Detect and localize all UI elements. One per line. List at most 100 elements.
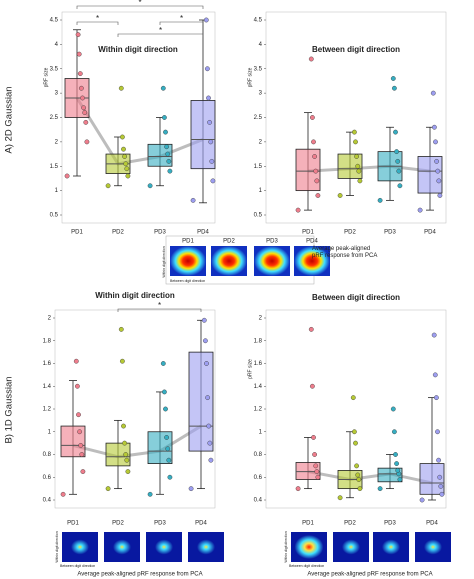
x-tick-label: PD1	[71, 230, 83, 236]
data-point	[118, 326, 124, 332]
data-point	[419, 497, 425, 503]
data-point	[311, 139, 316, 145]
data-point	[164, 435, 170, 440]
box	[188, 351, 214, 452]
data-point	[295, 207, 301, 213]
x-tick-label: PD2	[112, 230, 124, 236]
significance-label: *	[158, 301, 161, 310]
x-tick-label: PD3	[154, 230, 166, 236]
inset-b-right: Within digit direction Between digit dir…	[284, 531, 451, 578]
x-tick-label: PD4	[426, 521, 438, 527]
data-point	[436, 178, 442, 184]
y-tick-label: 3	[55, 91, 59, 97]
data-point	[208, 457, 214, 463]
data-point	[78, 442, 84, 448]
data-point	[207, 119, 213, 125]
data-point	[125, 469, 131, 474]
data-point	[397, 183, 403, 189]
median-trend	[307, 164, 431, 173]
inset-axis: Within digit direction	[55, 531, 59, 562]
data-point	[77, 71, 83, 77]
data-point	[315, 193, 321, 198]
y-tick-label: 2.5	[50, 115, 59, 121]
heatmap	[333, 532, 369, 562]
significance-bracket	[76, 21, 119, 25]
data-point	[351, 129, 357, 135]
data-point	[357, 178, 363, 184]
median-trend	[75, 97, 204, 166]
inset-label: PD4	[306, 239, 318, 245]
data-point	[125, 173, 131, 179]
x-tick-label: PD1	[302, 230, 314, 236]
data-point	[123, 161, 129, 167]
data-point	[75, 32, 81, 38]
chart-title: Between digit direction	[312, 293, 400, 302]
data-point	[390, 406, 396, 412]
data-point	[122, 154, 128, 159]
x-tick-label: PD2	[344, 230, 356, 236]
y-tick-label: 0.6	[43, 475, 52, 481]
data-point	[206, 95, 211, 101]
data-point	[355, 163, 361, 169]
data-point	[309, 383, 315, 389]
y-tick-label: 1	[259, 429, 263, 435]
data-point	[161, 389, 167, 395]
chart-title: Within digit direction	[98, 45, 178, 54]
significance-label: *	[159, 26, 162, 35]
median-trend	[307, 470, 433, 485]
data-point	[84, 139, 90, 145]
data-point	[308, 326, 314, 332]
y-tick-label: 0.4	[254, 498, 263, 504]
y-tick-label: 1	[48, 429, 52, 435]
x-tick-label: PD3	[384, 521, 396, 527]
data-point	[123, 452, 129, 457]
data-point	[309, 115, 315, 120]
box	[147, 143, 173, 167]
inset-axis: Within digit direction	[284, 531, 288, 562]
data-point	[314, 178, 320, 184]
y-tick-label: 4.5	[254, 18, 263, 24]
inset-a: PD1 PD2 PD3 PD4 Within digit direction B…	[162, 235, 330, 285]
heatmap	[62, 532, 98, 562]
data-point	[417, 207, 423, 213]
data-point	[395, 158, 401, 164]
box	[417, 156, 443, 194]
data-point	[201, 317, 207, 323]
inset-label: PD2	[223, 239, 235, 245]
inset-axis: Between digit direction	[60, 564, 95, 568]
x-tick-label: PD2	[344, 521, 356, 527]
inset-caption: Average peak-aligned pRF response from P…	[312, 246, 378, 259]
box	[190, 100, 216, 170]
data-point	[391, 429, 397, 435]
data-point	[124, 457, 130, 463]
significance-bracket	[76, 5, 204, 9]
data-point	[105, 183, 111, 189]
data-point	[394, 461, 399, 466]
y-tick-label: 1.6	[43, 361, 52, 367]
data-point	[73, 358, 79, 364]
inset-axis: Between digit direction	[289, 564, 324, 568]
data-point	[390, 76, 396, 81]
data-point	[350, 395, 356, 401]
inset-axis: Within digit direction	[162, 246, 166, 277]
significance-label: *	[96, 14, 99, 23]
data-point	[120, 358, 125, 364]
y-tick-label: 0.8	[43, 452, 52, 458]
data-point	[166, 158, 172, 164]
y-tick-label: 3	[259, 91, 263, 97]
data-point	[164, 144, 170, 150]
data-point	[167, 474, 173, 480]
data-point	[433, 395, 439, 401]
heatmap	[415, 532, 451, 562]
y-tick-label: 1.8	[43, 338, 52, 344]
data-point	[353, 440, 358, 446]
y-tick-label: 2	[259, 139, 263, 145]
data-point	[147, 491, 153, 497]
data-point	[437, 193, 443, 198]
median-trend	[72, 424, 202, 459]
y-tick-label: 1.8	[254, 338, 263, 344]
y-tick-label: 1.4	[43, 384, 52, 390]
heatmap	[146, 532, 182, 562]
y-axis-label: pRF size	[247, 67, 253, 87]
